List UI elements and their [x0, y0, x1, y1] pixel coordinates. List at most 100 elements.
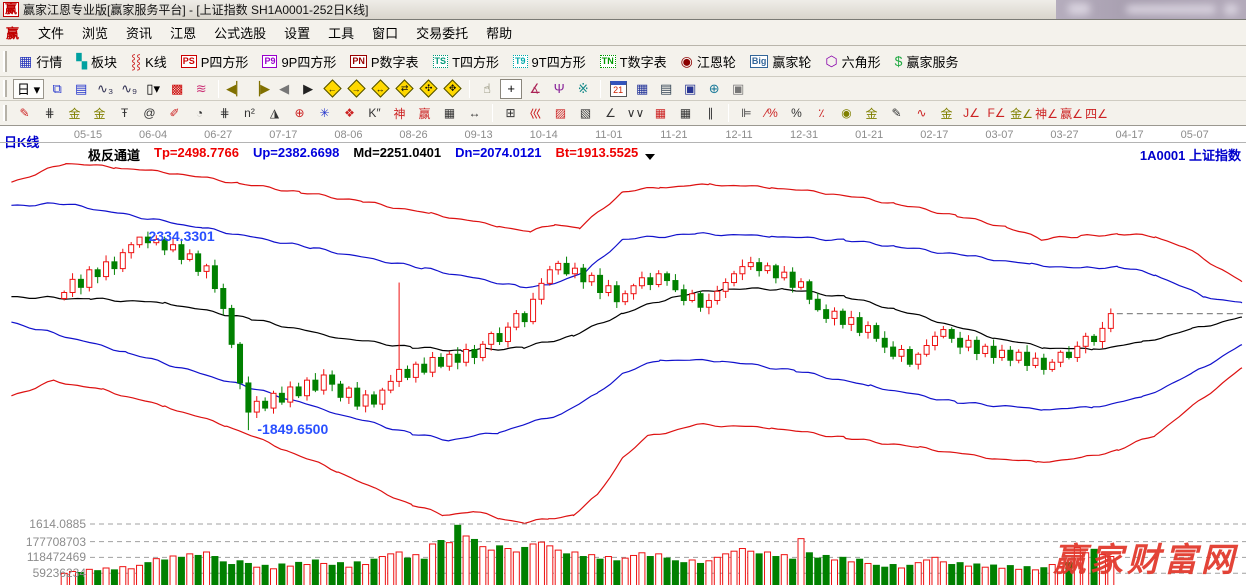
expand-h-diamond-button[interactable]: ↔	[369, 79, 391, 99]
circle-cross-tool-icon[interactable]: ⊕	[294, 106, 305, 120]
zoom-out-diamond-button[interactable]: ✣	[417, 79, 439, 99]
fan-lines-tool-icon[interactable]: 巛	[529, 106, 542, 121]
gann-tool-icon[interactable]: Ψ	[553, 81, 565, 96]
parallel-lines-tool-icon[interactable]: ∥	[707, 106, 714, 120]
j-angle-tool-icon[interactable]: J∠	[963, 106, 980, 120]
period-day-button[interactable]: 日 ▾	[13, 78, 45, 99]
save-icon[interactable]: ▣	[683, 80, 697, 96]
spiral-tool-icon[interactable]: @	[143, 106, 156, 120]
calculator-icon[interactable]: ▦	[635, 80, 649, 96]
zoom-all-diamond-button[interactable]: ✥	[441, 79, 463, 99]
ruler-grid-tool-icon[interactable]: ▦	[443, 106, 456, 120]
ying-tool-icon[interactable]: 赢	[418, 106, 431, 121]
shift-right-diamond-button[interactable]: →	[345, 79, 367, 99]
chart-area[interactable]: 日K线 05-15 06-04 06-27 07-17 08-06 08-26 09-13 1…	[0, 126, 1246, 585]
price-scale-tool-icon[interactable]: ⊫	[741, 106, 752, 120]
gold-angle-tool-icon[interactable]: 金∠	[1010, 106, 1033, 121]
menu-item-7[interactable]: 工具	[328, 26, 355, 41]
f-grid-tool-icon[interactable]: Ŧ	[120, 106, 129, 120]
gold-grid-tool-icon[interactable]: 金	[68, 106, 81, 121]
window-controls-blurred[interactable]	[1056, 0, 1246, 19]
angle-a-tool-icon[interactable]: ◮	[269, 106, 280, 120]
angle-measure-icon[interactable]: ∡	[529, 80, 541, 96]
gold-grid2-tool-icon[interactable]: 金	[93, 106, 106, 121]
gann-wheel-button[interactable]: ◉ 江恩轮	[674, 50, 743, 73]
black-grid-tool-icon[interactable]: ▦	[679, 106, 692, 120]
toolbar-drag-handle[interactable]	[3, 80, 7, 97]
hand-tool-icon[interactable]: ☝	[483, 80, 492, 96]
menu-item-2[interactable]: 浏览	[82, 26, 109, 41]
shen-tool-icon[interactable]: 神	[393, 106, 406, 121]
child-window-icon[interactable]: 赢	[6, 26, 20, 41]
sectors-button[interactable]: ▚ 板块	[69, 50, 124, 73]
star-circle-tool-icon[interactable]: ✳	[319, 106, 330, 120]
wave9-icon[interactable]: ∿₉	[121, 80, 138, 96]
ying-angle-tool-icon[interactable]: 赢∠	[1060, 106, 1083, 121]
overlay-chart-icon[interactable]: ⧉	[52, 80, 62, 96]
menu-item-3[interactable]: 资讯	[126, 26, 153, 41]
menu-item-8[interactable]: 窗口	[372, 26, 399, 41]
pen-eraser-tool-icon[interactable]: ✎	[19, 106, 30, 120]
crosshair-tool-icon[interactable]: +	[500, 78, 523, 99]
gann-clock-tool-icon[interactable]: ◔	[195, 106, 204, 120]
scroll-marker-icon[interactable]	[645, 154, 655, 160]
pen-ruler-tool-icon[interactable]: ✎	[891, 106, 902, 120]
toolbar-drag-handle[interactable]	[3, 50, 7, 72]
p-table-button[interactable]: PN P数字表	[343, 50, 425, 73]
gold-band-tool-icon[interactable]: 金	[940, 106, 953, 121]
prev-bar-button[interactable]: ◀	[279, 80, 290, 96]
menu-item-9[interactable]: 交易委托	[416, 26, 469, 41]
chanlun-icon[interactable]: ※	[577, 80, 589, 96]
kline-button[interactable]: ⸾⸾ K线	[124, 50, 174, 73]
candle-style-button[interactable]: ▯▾	[146, 80, 160, 96]
trend-angle-tool-icon[interactable]: ∠	[605, 106, 616, 120]
hexagon-button[interactable]: ⬡ 六角形	[818, 50, 887, 73]
shift-left-diamond-button[interactable]: ←	[321, 79, 343, 99]
t-square-button[interactable]: TS T四方形	[426, 50, 506, 73]
percent-line-tool-icon[interactable]: ٪	[818, 106, 825, 120]
marker-pen-tool-icon[interactable]: ✐	[169, 106, 180, 120]
winner-service-button[interactable]: $ 赢家服务	[888, 50, 966, 73]
star-box-tool-icon[interactable]: ❖	[344, 106, 355, 120]
cycle-lines-tool-icon[interactable]: ⋕	[219, 106, 230, 120]
gold-circle-tool-icon[interactable]: ◉	[841, 106, 852, 120]
p-square-button[interactable]: PS P四方形	[174, 50, 256, 73]
next-bar-button[interactable]: ▶	[303, 80, 314, 96]
span-tool-icon[interactable]: ↔	[468, 106, 481, 120]
info-panel-icon[interactable]: ▤	[74, 80, 88, 96]
menu-item-1[interactable]: 文件	[38, 26, 65, 41]
gold-levels-tool-icon[interactable]: 金	[865, 106, 878, 121]
si-angle-tool-icon[interactable]: 四∠	[1085, 106, 1108, 121]
notes-icon[interactable]: ▤	[659, 80, 673, 96]
compress-h-diamond-button[interactable]: ⇄	[393, 79, 415, 99]
percent-tool-icon[interactable]: %	[791, 106, 802, 120]
k-mark-tool-icon[interactable]: K″	[368, 106, 381, 120]
toolbar-drag-handle[interactable]	[3, 104, 7, 122]
menu-item-4[interactable]: 江恩	[170, 26, 197, 41]
percent-slope-tool-icon[interactable]: ∕%	[765, 106, 778, 120]
f-angle-tool-icon[interactable]: F∠	[987, 106, 1006, 120]
web-sync-icon[interactable]: ⊕	[708, 80, 720, 96]
shaded-box-tool-icon[interactable]: ▨	[554, 106, 567, 120]
n-square-tool-icon[interactable]: n²	[244, 106, 255, 120]
wave-ruler-tool-icon[interactable]: ∿	[916, 106, 927, 120]
rect-tool-icon[interactable]: ⊞	[505, 106, 516, 120]
candlestick-chart[interactable]: 2334.3301 -1849.6500	[0, 126, 1246, 585]
wave3-icon[interactable]: ∿₃	[97, 80, 114, 96]
volume-profile-icon[interactable]: ≋	[195, 80, 207, 96]
winner-wheel-button[interactable]: Big 赢家轮	[743, 50, 819, 73]
menu-item-10[interactable]: 帮助	[486, 26, 513, 41]
zigzag-tool-icon[interactable]: ∨∨	[626, 106, 645, 120]
workstation-icon[interactable]: ▣	[731, 80, 745, 96]
first-bar-button[interactable]: ◀▏	[226, 80, 247, 96]
menu-item-5[interactable]: 公式选股	[214, 26, 267, 41]
hatch-box-tool-icon[interactable]: ▧	[579, 106, 592, 120]
9t-square-button[interactable]: T9 9T四方形	[506, 50, 593, 73]
time-grid-tool-icon[interactable]: ⋕	[44, 106, 55, 120]
quotes-button[interactable]: ▦ 行情	[12, 50, 69, 73]
last-bar-button[interactable]: ▕▶	[250, 80, 271, 96]
t-table-button[interactable]: TN T数字表	[593, 50, 674, 73]
menu-item-6[interactable]: 设置	[284, 26, 311, 41]
shen-angle-tool-icon[interactable]: 神∠	[1035, 106, 1058, 121]
9p-square-button[interactable]: P9 9P四方形	[255, 50, 343, 73]
